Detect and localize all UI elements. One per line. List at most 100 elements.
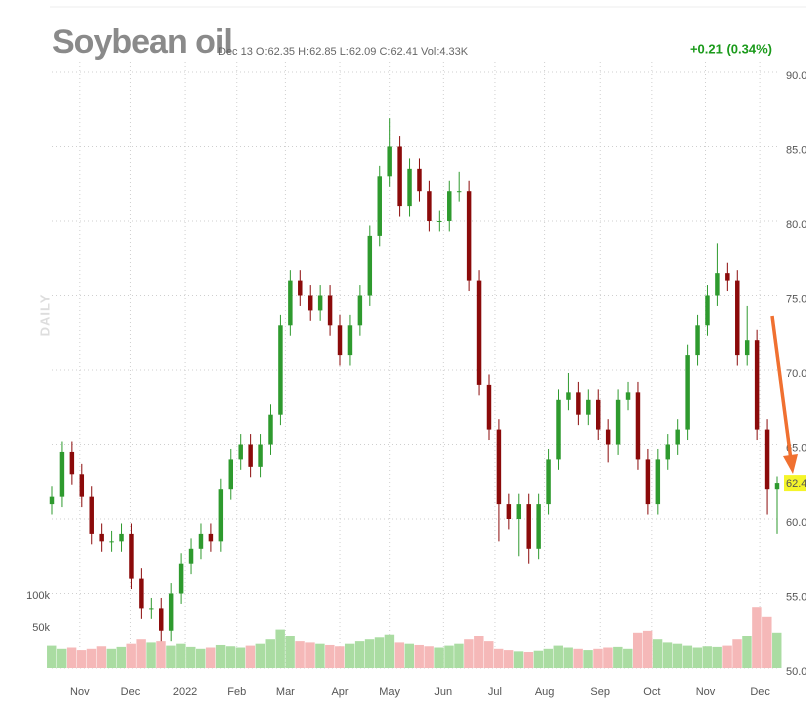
x-tick-label: Mar — [276, 686, 295, 698]
volume-bar — [394, 642, 405, 668]
volume-bar — [86, 648, 97, 668]
candle-body — [288, 280, 293, 326]
candle-body — [546, 459, 551, 505]
volume-bar — [752, 607, 762, 668]
candle-body — [774, 483, 780, 490]
volume-bar — [176, 643, 186, 668]
last-price-label: 62.41 — [786, 478, 806, 490]
interval-label: DAILY — [37, 294, 52, 337]
volume-bar — [186, 646, 196, 668]
volume-bar — [166, 645, 176, 668]
candle-body — [317, 295, 323, 311]
trend-arrow — [770, 315, 798, 474]
volume-bar — [245, 645, 256, 668]
volume-bar — [136, 639, 146, 668]
candle-body — [595, 399, 601, 430]
volume-bar — [354, 641, 365, 668]
x-tick-label: Dec — [750, 686, 770, 698]
candle-body — [576, 392, 581, 415]
volume-bar — [106, 648, 117, 668]
volume-bar — [692, 647, 703, 668]
volume-bar — [702, 646, 712, 668]
x-tick-label: Sep — [590, 686, 610, 698]
x-tick-label: Aug — [535, 686, 555, 698]
ohlc-info: Dec 13 O:62.35 H:62.85 L:62.09 C:62.41 V… — [218, 46, 469, 58]
volume-bar — [384, 634, 395, 668]
candle-body — [129, 533, 134, 579]
candle-body — [387, 146, 392, 177]
y-tick-label: 90.00 — [786, 70, 806, 82]
y-tick-label: 85.00 — [786, 144, 806, 156]
last-price-tag — [784, 475, 806, 492]
x-tick-label: 2022 — [173, 686, 197, 698]
candle-body — [735, 280, 740, 356]
candle-body — [188, 548, 194, 564]
candle-body — [625, 392, 631, 400]
volume-bar — [76, 650, 87, 668]
volume-bar — [642, 630, 653, 668]
chart-title: Soybean oil — [52, 23, 232, 61]
candle-body — [764, 429, 770, 490]
candle-body — [139, 578, 144, 609]
candle-body — [685, 355, 690, 430]
candle-body — [754, 340, 760, 430]
candle-body — [437, 221, 442, 222]
candle-body — [149, 608, 154, 610]
candle-body — [605, 429, 611, 445]
candle-body — [119, 533, 124, 542]
volume-bar — [583, 650, 593, 668]
volume-bars — [47, 607, 782, 668]
candle-body — [466, 191, 472, 281]
volume-bar — [632, 632, 643, 668]
volume-bar — [444, 645, 454, 668]
candle-body — [586, 399, 591, 415]
volume-bar — [374, 637, 385, 668]
volume-bar — [523, 652, 534, 668]
volume-bar — [762, 616, 772, 668]
candle-body — [516, 504, 522, 519]
candle-body — [168, 593, 174, 631]
candle-body — [357, 295, 363, 326]
volume-bar — [553, 645, 563, 668]
volume-bar — [265, 639, 275, 668]
candle-body — [655, 459, 661, 505]
volume-bar — [96, 646, 107, 668]
arrow-shaft — [770, 315, 793, 461]
candle-body — [715, 273, 720, 296]
candle-body — [268, 414, 273, 445]
candle-body — [367, 235, 373, 296]
candle-body — [675, 429, 680, 445]
y-tick-label: 50.00 — [786, 666, 806, 678]
volume-bar — [424, 646, 434, 668]
price-change: +0.21 (0.34%) — [690, 41, 772, 56]
volume-bar — [215, 644, 226, 668]
x-tick-label: Feb — [227, 686, 246, 698]
candle-body — [178, 563, 184, 594]
axes: 50.0055.0060.0065.0070.0075.0080.0085.00… — [26, 70, 806, 698]
candle-body — [59, 451, 65, 497]
candle-body — [337, 325, 343, 356]
volume-bar — [603, 647, 613, 668]
volume-bar — [404, 643, 415, 668]
candle-body — [705, 295, 710, 326]
candle-body — [327, 295, 333, 326]
candle-body — [298, 280, 303, 296]
volume-bar — [116, 646, 126, 668]
volume-bar — [454, 643, 464, 668]
candle-body — [89, 496, 94, 534]
x-tick-label: Nov — [696, 686, 716, 698]
volume-bar — [623, 648, 633, 668]
volume-bar — [503, 650, 514, 668]
candle-body — [496, 429, 502, 505]
arrow-head — [783, 454, 798, 474]
candle-body — [566, 392, 571, 400]
candle-body — [228, 459, 234, 490]
volume-bar — [325, 644, 335, 668]
volume-bar — [235, 647, 246, 668]
candle-body — [258, 444, 263, 467]
candle-body — [695, 325, 700, 356]
y-tick-label: 55.00 — [786, 591, 806, 603]
volume-bar — [652, 639, 663, 668]
candle-body — [526, 504, 531, 549]
